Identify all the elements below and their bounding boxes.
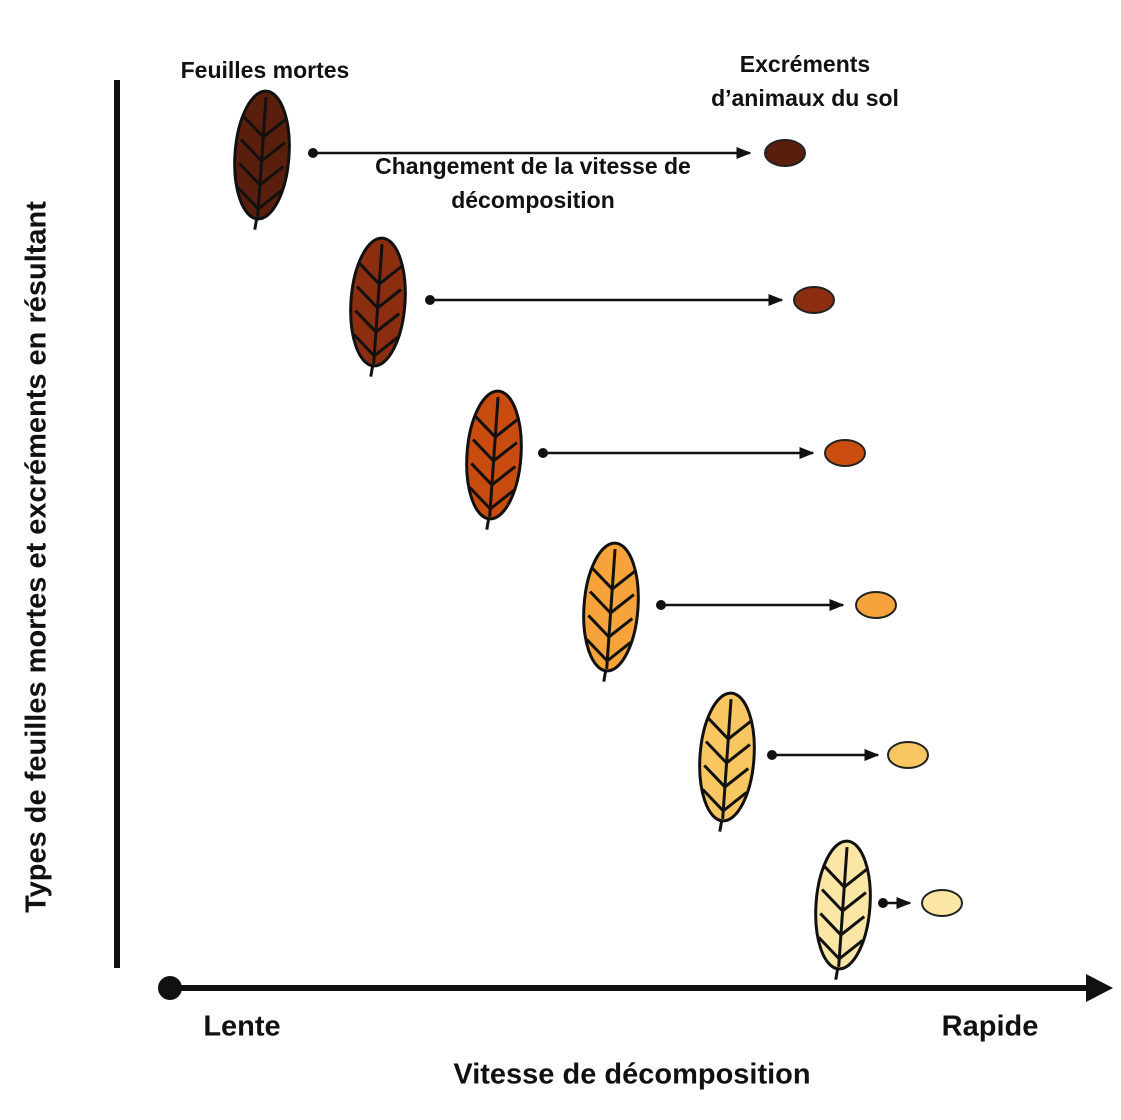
leaf-midrib bbox=[721, 699, 733, 819]
change-label: Changement de la vitesse de bbox=[375, 153, 691, 179]
leaf bbox=[233, 89, 291, 230]
leaf-vein bbox=[703, 764, 750, 789]
leaf-midrib bbox=[488, 397, 500, 517]
dropping bbox=[887, 741, 929, 769]
leaf-vein bbox=[352, 333, 399, 358]
leaf-rows bbox=[233, 89, 963, 980]
leaf-vein bbox=[585, 638, 632, 663]
leaf bbox=[814, 839, 872, 980]
leaf-vein bbox=[471, 438, 518, 464]
x-axis-arrowhead bbox=[1086, 974, 1113, 1002]
leaf-vein bbox=[354, 309, 401, 334]
leaf-vein bbox=[238, 162, 285, 187]
y-axis-label: Types de feuilles mortes et excréments e… bbox=[21, 201, 53, 913]
leaf bbox=[698, 691, 756, 832]
leaves-label: Feuilles mortes bbox=[181, 57, 350, 83]
leaf-vein bbox=[241, 114, 288, 140]
leaf bbox=[349, 236, 407, 377]
x-start-label: Lente bbox=[203, 1011, 280, 1043]
leaf-vein bbox=[236, 186, 283, 211]
leaf-vein bbox=[590, 566, 637, 592]
leaf bbox=[465, 389, 523, 530]
leaf-midrib bbox=[605, 549, 617, 669]
leaf-vein bbox=[239, 138, 286, 164]
leaf-vein bbox=[820, 888, 867, 914]
leaf bbox=[582, 541, 640, 682]
leaf-midrib bbox=[837, 847, 849, 967]
leaf-vein bbox=[587, 614, 634, 639]
leaf-midrib bbox=[256, 97, 268, 217]
leaf-vein bbox=[588, 590, 635, 616]
leaf-vein bbox=[355, 285, 402, 311]
leaf-vein bbox=[701, 788, 748, 813]
change-label: décomposition bbox=[451, 187, 615, 213]
x-axis-label: Vitesse de décomposition bbox=[453, 1059, 810, 1091]
leaf-vein bbox=[817, 936, 864, 961]
leaf-vein bbox=[704, 740, 751, 766]
leaf-vein bbox=[822, 864, 869, 890]
leaf-vein bbox=[706, 716, 753, 742]
leaf-vein bbox=[468, 486, 515, 511]
droppings-label: Excréments bbox=[740, 51, 870, 77]
droppings-label: d’animaux du sol bbox=[711, 85, 899, 111]
x-end-label: Rapide bbox=[942, 1011, 1039, 1043]
dropping bbox=[855, 591, 897, 619]
dropping bbox=[793, 286, 835, 314]
leaf-vein bbox=[473, 414, 520, 440]
leaf-vein bbox=[357, 261, 404, 287]
dropping bbox=[764, 139, 806, 167]
leaf-vein bbox=[470, 462, 517, 487]
x-axis-origin bbox=[158, 976, 182, 1000]
leaf-vein bbox=[819, 912, 866, 937]
leaf-midrib bbox=[372, 244, 384, 364]
dropping bbox=[824, 439, 866, 467]
dropping bbox=[921, 889, 963, 917]
